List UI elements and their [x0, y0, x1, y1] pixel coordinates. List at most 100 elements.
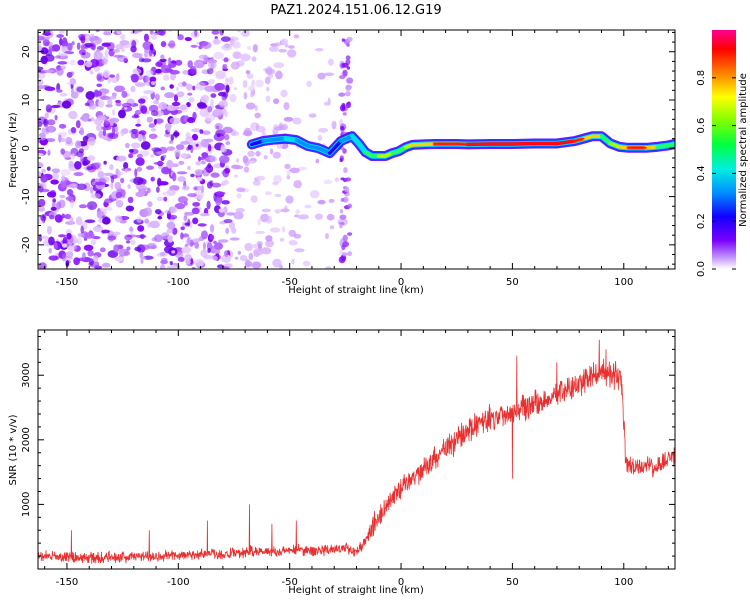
y-tick-label: 10	[21, 94, 32, 107]
noise-speckle	[154, 93, 160, 101]
noise-speckle	[187, 218, 191, 227]
noise-speckle	[132, 52, 143, 59]
noise-speckle	[156, 196, 164, 202]
noise-speckle	[87, 155, 96, 162]
noise-speckle	[134, 246, 142, 252]
snr-y-label: SNR (10 * v/v)	[8, 414, 19, 485]
noise-speckle	[68, 244, 75, 253]
noise-speckle	[160, 263, 166, 269]
noise-speckle	[149, 43, 154, 52]
noise-speckle	[197, 156, 206, 161]
noise-speckle	[87, 136, 96, 146]
spectrogram-plot-area	[38, 30, 675, 269]
noise-speckle	[38, 85, 45, 90]
noise-speckle	[56, 89, 63, 93]
noise-speckle	[143, 207, 153, 217]
noise-speckle	[171, 101, 181, 107]
noise-speckle	[192, 238, 201, 243]
y-tick-label: 3000	[21, 362, 32, 387]
noise-speckle	[58, 123, 67, 129]
noise-speckle	[179, 141, 190, 145]
noise-speckle	[174, 203, 186, 210]
x-tick-label: 50	[506, 277, 519, 288]
noise-speckle	[190, 173, 195, 178]
noise-speckle	[74, 160, 82, 170]
noise-speckle	[342, 69, 348, 77]
noise-speckle	[284, 163, 291, 170]
noise-speckle	[201, 130, 211, 135]
noise-speckle	[187, 165, 191, 171]
noise-speckle	[101, 229, 111, 234]
noise-speckle	[146, 187, 151, 194]
noise-speckle	[60, 148, 66, 155]
x-tick-label: 50	[506, 577, 519, 588]
noise-speckle	[134, 82, 146, 87]
noise-speckle	[326, 213, 335, 221]
noise-speckle	[287, 49, 297, 58]
ridge-core-segment	[294, 138, 310, 148]
noise-speckle	[194, 30, 198, 37]
noise-speckle	[198, 104, 208, 109]
noise-speckle	[297, 166, 307, 171]
noise-speckle	[123, 161, 129, 170]
noise-speckle	[285, 195, 294, 204]
noise-speckle	[102, 129, 107, 137]
noise-speckle	[245, 70, 251, 75]
noise-speckle	[134, 168, 138, 178]
noise-speckle	[225, 227, 230, 235]
noise-speckle	[154, 208, 162, 215]
noise-speckle	[64, 213, 72, 220]
noise-speckle	[143, 49, 148, 59]
noise-speckle	[68, 160, 74, 168]
noise-speckle	[187, 236, 191, 246]
noise-speckle	[180, 153, 188, 159]
noise-speckle	[169, 206, 179, 214]
noise-speckle	[180, 232, 184, 240]
noise-speckle	[177, 256, 185, 262]
noise-speckle	[302, 260, 311, 267]
noise-speckle	[236, 187, 246, 193]
spectrogram-y-ticks: -20 -10 0 10 20	[21, 31, 675, 265]
noise-speckle	[255, 79, 265, 88]
colorbar-ticks: 0.0 0.2 0.4 0.6 0.8	[696, 70, 736, 277]
noise-speckle	[342, 62, 349, 68]
noise-speckle	[66, 232, 72, 240]
noise-speckle	[54, 114, 58, 121]
noise-speckle	[187, 193, 197, 198]
noise-speckle	[177, 196, 188, 204]
colorbar-tick-label: 0.0	[696, 261, 707, 277]
noise-speckle	[236, 158, 240, 163]
noise-speckle	[108, 74, 115, 78]
noise-speckle	[59, 37, 63, 46]
noise-speckle	[149, 76, 157, 83]
noise-speckle	[153, 118, 157, 126]
noise-speckle	[114, 256, 125, 262]
noise-speckle	[120, 48, 126, 53]
spectrogram-x-label: Height of straight line (km)	[288, 285, 424, 296]
noise-speckle	[254, 112, 261, 119]
noise-speckle	[207, 105, 213, 113]
ridge-core-segment	[328, 139, 343, 155]
noise-speckle	[130, 85, 136, 93]
noise-speckle	[101, 262, 111, 268]
noise-speckle	[117, 169, 121, 179]
noise-speckle	[38, 153, 44, 157]
noise-speckle	[164, 92, 175, 99]
noise-speckle	[167, 235, 174, 243]
noise-speckle	[50, 206, 57, 211]
noise-speckle	[84, 34, 90, 43]
noise-speckle	[207, 59, 218, 64]
noise-speckle	[153, 234, 163, 243]
noise-speckle	[107, 235, 117, 241]
noise-speckle	[217, 239, 229, 243]
noise-speckle	[233, 165, 244, 170]
noise-speckle	[161, 192, 169, 196]
noise-speckle	[121, 102, 132, 108]
noise-speckle	[60, 175, 66, 182]
noise-speckle	[286, 175, 291, 180]
noise-speckle	[221, 43, 233, 51]
noise-speckle	[155, 68, 162, 74]
noise-speckle	[136, 216, 143, 223]
noise-speckle	[345, 55, 351, 60]
noise-speckle	[89, 186, 94, 194]
